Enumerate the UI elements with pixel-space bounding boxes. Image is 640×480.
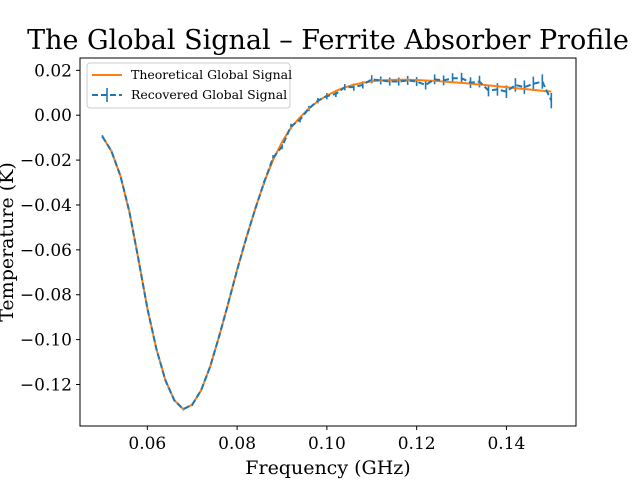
y-tick-label: 0.02 — [34, 61, 72, 81]
x-axis-ticks: 0.06 0.08 0.10 0.12 0.14 — [128, 426, 525, 454]
x-tick-label: 0.06 — [128, 434, 166, 454]
series-line-recovered — [101, 77, 553, 411]
y-tick-label: 0.00 — [34, 106, 72, 126]
plot-frame — [79, 57, 577, 427]
legend-box — [86, 62, 291, 109]
y-tick-label: −0.02 — [20, 151, 72, 171]
legend: Theoretical Global Signal Recovered Glob… — [86, 62, 292, 109]
legend-label-recovered: Recovered Global Signal — [131, 87, 287, 102]
legend-label-theoretical: Theoretical Global Signal — [131, 67, 292, 82]
y-tick-label: −0.10 — [20, 331, 72, 351]
y-axis-ticks: 0.02 0.00 −0.02 −0.04 −0.06 −0.08 −0.10 −0.12 — [20, 61, 80, 395]
chart-title: The Global Signal – Ferrite Absorber Pro… — [27, 25, 629, 56]
y-tick-label: −0.04 — [20, 196, 72, 216]
x-tick-label: 0.12 — [398, 434, 436, 454]
plot-area — [80, 58, 576, 426]
x-tick-label: 0.10 — [308, 434, 346, 454]
x-tick-label: 0.14 — [487, 434, 525, 454]
y-tick-label: −0.12 — [20, 375, 72, 395]
series-lines — [101, 77, 553, 411]
plot-content — [101, 72, 553, 411]
x-tick-label: 0.08 — [218, 434, 256, 454]
x-axis-label: Frequency (GHz) — [245, 457, 410, 479]
y-tick-label: −0.08 — [20, 286, 72, 306]
y-axis-label: Temperature (K) — [0, 162, 18, 322]
y-tick-label: −0.06 — [20, 241, 72, 261]
